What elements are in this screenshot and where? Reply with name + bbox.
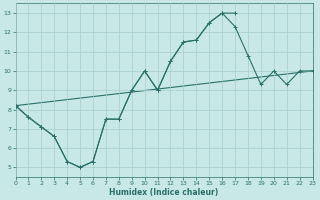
X-axis label: Humidex (Indice chaleur): Humidex (Indice chaleur) [109,188,219,197]
